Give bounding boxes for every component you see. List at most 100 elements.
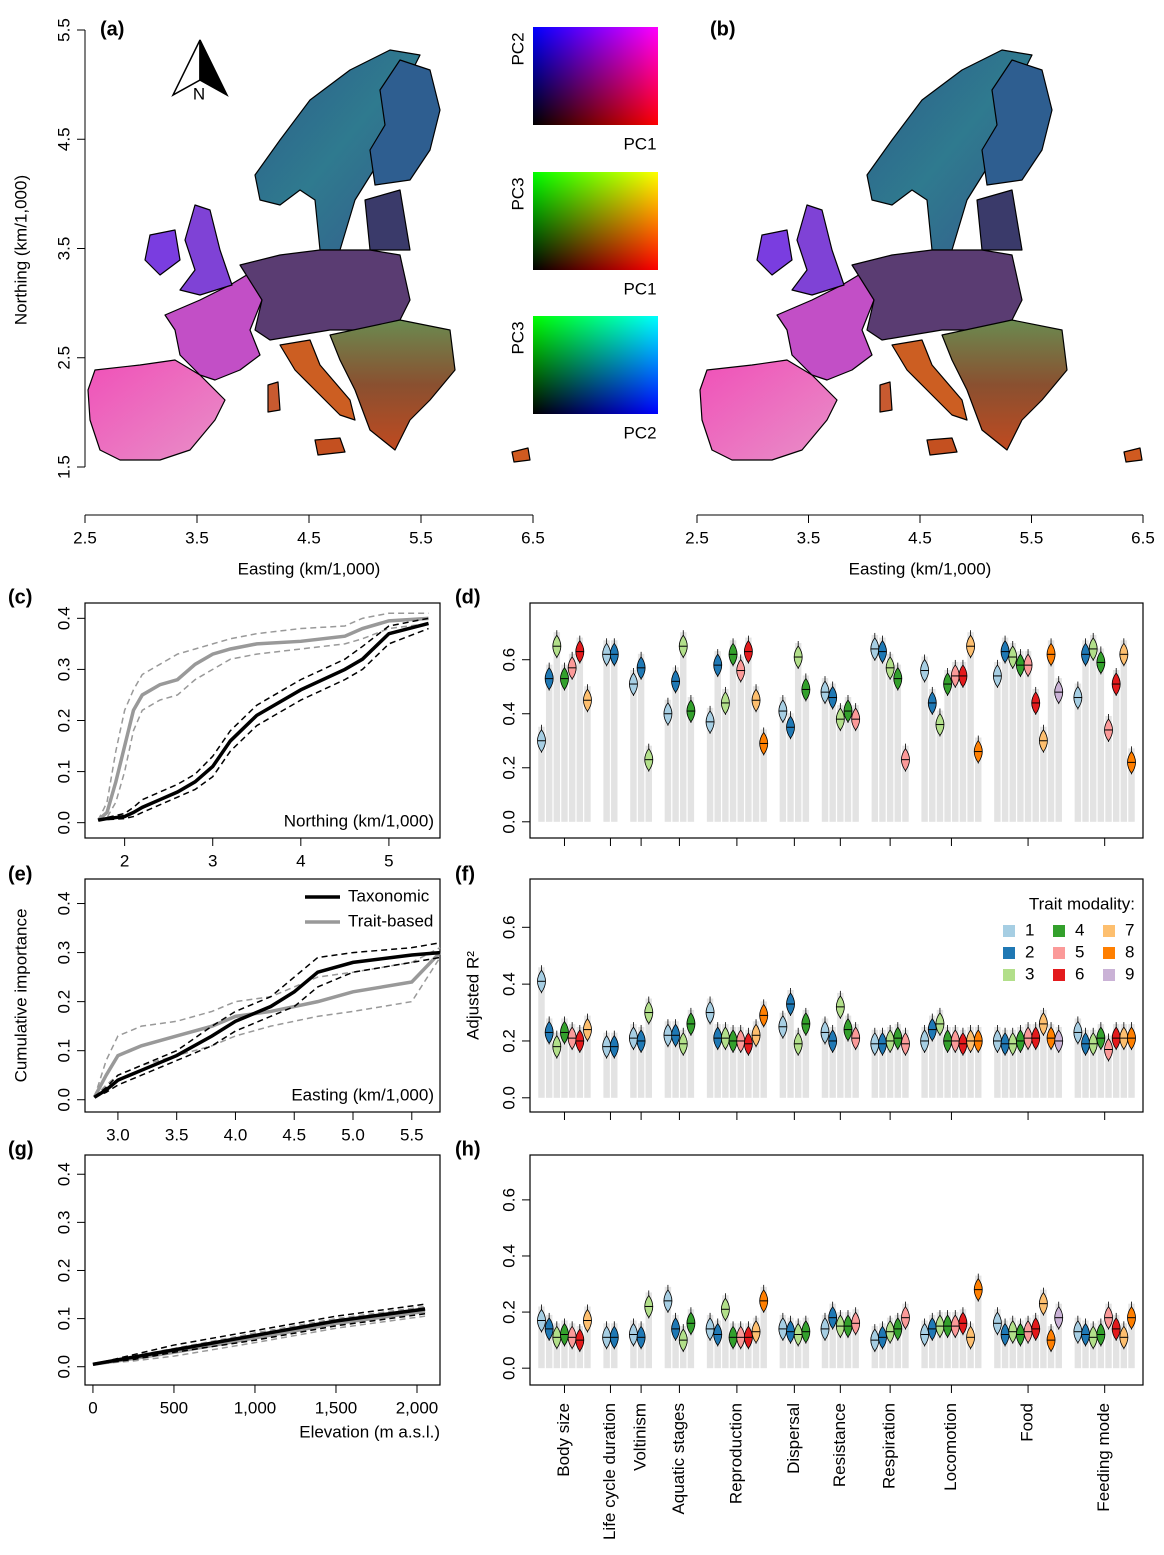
panel-label: (a) xyxy=(100,18,124,40)
bar xyxy=(611,640,617,821)
bar xyxy=(1002,638,1008,822)
legend-swatch xyxy=(1103,969,1115,981)
x-tick-label: Reproduction xyxy=(726,1403,745,1504)
legend-swatch xyxy=(1103,947,1115,959)
y-tick-label: 0.0 xyxy=(499,1356,518,1380)
x-tick-label: 4.5 xyxy=(297,528,321,547)
x-tick-label: 4.5 xyxy=(282,1125,306,1144)
y-tick-label: 0.1 xyxy=(54,1039,73,1063)
line xyxy=(94,953,440,1098)
x-axis-label: Elevation (m a.s.l.) xyxy=(299,1422,440,1441)
x-tick-label: 2.5 xyxy=(73,528,97,547)
bar xyxy=(1048,640,1054,821)
legend-swatch xyxy=(1053,925,1065,937)
bar xyxy=(577,638,583,822)
y-tick-label: 0.6 xyxy=(499,1188,518,1212)
bar xyxy=(795,643,801,822)
y-tick-label: 5.5 xyxy=(54,18,73,42)
y-tick-label: 0.4 xyxy=(499,1244,518,1268)
x-tick-label: 3.5 xyxy=(165,1125,189,1144)
y-tick-label: 0.2 xyxy=(499,756,518,780)
color-key xyxy=(533,27,658,125)
panel-label: (h) xyxy=(455,1138,481,1160)
panel-label: (f) xyxy=(455,863,475,885)
legend-swatch xyxy=(1003,947,1015,959)
page: {"chart_data": [ {"type": "map", "label"… xyxy=(0,0,1164,1555)
legend-label: 6 xyxy=(1075,964,1084,983)
ci-line xyxy=(94,948,440,1098)
map-b xyxy=(700,50,1142,462)
y-tick-label: 0.4 xyxy=(499,702,518,726)
north-label: N xyxy=(193,84,205,103)
legend-label: Trait-based xyxy=(348,911,433,930)
x-tick-label: 5.5 xyxy=(409,528,433,547)
y-tick-label: 0.0 xyxy=(54,1355,73,1379)
legend-swatch xyxy=(1003,969,1015,981)
north-arrow: N xyxy=(173,40,227,103)
x-tick-label: Dispersal xyxy=(784,1403,803,1474)
bar xyxy=(1090,635,1096,822)
x-tick-label: 2.5 xyxy=(685,528,709,547)
x-tick-label: 5.5 xyxy=(1020,528,1044,547)
key-y-gradient xyxy=(533,27,658,125)
x-axis-label: Easting (km/1,000) xyxy=(849,559,992,578)
ci-line xyxy=(98,618,428,820)
x-tick-label: 5.0 xyxy=(341,1125,365,1144)
y-tick-label: 0.0 xyxy=(54,1088,73,1112)
legend-label: 9 xyxy=(1125,964,1134,983)
key-y-label: PC3 xyxy=(508,321,527,354)
x-axis-label: Easting (km/1,000) xyxy=(238,559,381,578)
x-tick-label: 3.0 xyxy=(106,1125,130,1144)
y-tick-label: 0.0 xyxy=(499,810,518,834)
x-tick-label: 2,000 xyxy=(396,1398,439,1417)
panel-label: (e) xyxy=(8,863,32,885)
x-tick-label: 3.5 xyxy=(797,528,821,547)
key-y-label: PC3 xyxy=(508,177,527,210)
key-x-label: PC2 xyxy=(623,423,656,442)
x-tick-label: 3 xyxy=(208,851,217,870)
panel-label: (c) xyxy=(8,586,32,608)
y-tick-label: 0.4 xyxy=(54,1162,73,1186)
y-tick-label: 0.2 xyxy=(54,709,73,733)
x-tick-label: Respiration xyxy=(880,1403,899,1489)
x-tick-label: Body size xyxy=(554,1403,573,1477)
y-tick-label: 3.5 xyxy=(54,237,73,261)
legend-title: Trait modality: xyxy=(1029,894,1135,913)
x-tick-label: 6.5 xyxy=(1131,528,1155,547)
bar xyxy=(1082,640,1088,821)
x-tick-label: 500 xyxy=(160,1398,188,1417)
x-axis-label: Northing (km/1,000) xyxy=(284,811,434,830)
legend-label: 5 xyxy=(1075,942,1084,961)
key-x-label: PC1 xyxy=(623,279,656,298)
ci-line xyxy=(94,957,440,1097)
bar xyxy=(967,632,973,822)
x-tick-label: Food xyxy=(1018,1403,1037,1442)
legend-label: Taxonomic xyxy=(348,886,430,905)
y-tick-label: 0.4 xyxy=(54,607,73,631)
color-key xyxy=(533,172,658,270)
panel-label: (b) xyxy=(710,18,736,40)
x-tick-label: Locomotion xyxy=(941,1403,960,1491)
legend-swatch xyxy=(1103,925,1115,937)
y-tick-label: 0.4 xyxy=(499,972,518,996)
color-key xyxy=(533,316,658,414)
bar xyxy=(872,635,878,822)
key-y-gradient xyxy=(533,172,658,270)
y-tick-label: 0.2 xyxy=(54,990,73,1014)
x-tick-label: 0 xyxy=(88,1398,97,1417)
y-tick-label: 2.5 xyxy=(54,346,73,370)
x-tick-label: 4.0 xyxy=(224,1125,248,1144)
x-tick-label: 4.5 xyxy=(908,528,932,547)
legend-label: 3 xyxy=(1025,964,1034,983)
legend-label: 4 xyxy=(1075,920,1084,939)
legend-swatch xyxy=(1053,969,1065,981)
legend-label: 2 xyxy=(1025,942,1034,961)
x-tick-label: 1,000 xyxy=(234,1398,277,1417)
y-axis-label: Cumulative importance xyxy=(11,909,30,1083)
panel-label: (d) xyxy=(455,586,481,608)
x-tick-label: Resistance xyxy=(830,1403,849,1487)
plot-frame xyxy=(85,1155,440,1385)
x-tick-label: 5 xyxy=(384,851,393,870)
y-tick-label: 0.1 xyxy=(54,760,73,784)
y-tick-label: 1.5 xyxy=(54,455,73,479)
